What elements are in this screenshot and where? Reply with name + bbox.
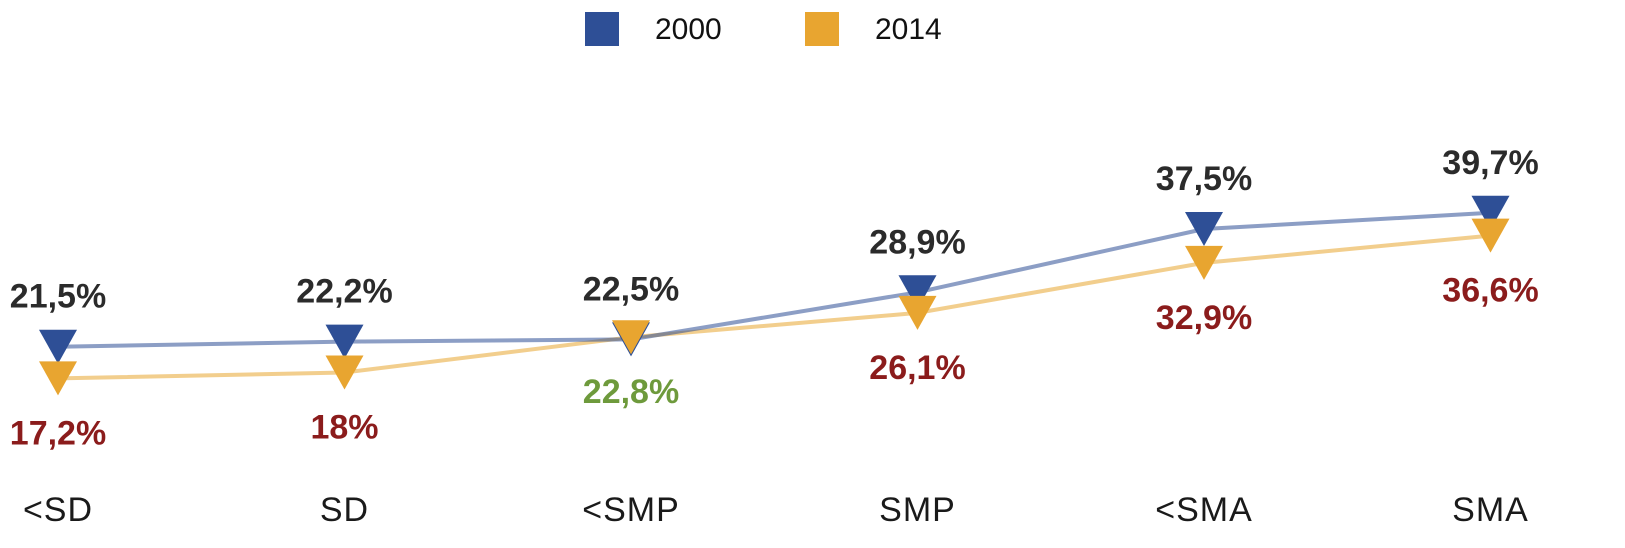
data-label: 18%: [310, 409, 378, 447]
data-label: 21,5%: [10, 278, 106, 316]
marker: [1185, 245, 1223, 280]
marker: [898, 295, 937, 330]
x-tick-label: <SMP: [582, 491, 680, 529]
marker: [1471, 218, 1510, 253]
data-label: 28,9%: [869, 223, 965, 261]
data-label: 39,7%: [1442, 144, 1538, 182]
marker: [325, 324, 364, 359]
series-line: [57, 233, 1491, 381]
x-tick-label: SD: [320, 491, 369, 529]
legend-label: 2000: [655, 13, 722, 46]
data-label: 22,8%: [583, 373, 679, 411]
marker: [39, 361, 77, 396]
marker: [39, 329, 77, 364]
data-label: 22,2%: [296, 273, 392, 311]
legend-swatch: [585, 12, 619, 46]
x-tick-label: <SD: [23, 491, 93, 529]
x-tick-label: SMP: [879, 491, 956, 529]
data-label: 26,1%: [869, 349, 965, 387]
x-tick-label: SMA: [1452, 491, 1529, 529]
data-label: 37,5%: [1156, 160, 1252, 198]
data-label: 32,9%: [1156, 299, 1252, 337]
legend-swatch: [805, 12, 839, 46]
marker: [1185, 212, 1223, 246]
series-line: [57, 210, 1491, 349]
data-label: 17,2%: [10, 414, 106, 452]
marker: [1471, 195, 1510, 230]
marker: [612, 320, 650, 355]
data-label: 22,5%: [583, 270, 679, 308]
marker: [325, 355, 364, 390]
x-tick-label: <SMA: [1155, 491, 1253, 529]
marker: [898, 275, 937, 310]
legend-label: 2014: [875, 13, 942, 46]
data-label: 36,6%: [1442, 272, 1538, 310]
